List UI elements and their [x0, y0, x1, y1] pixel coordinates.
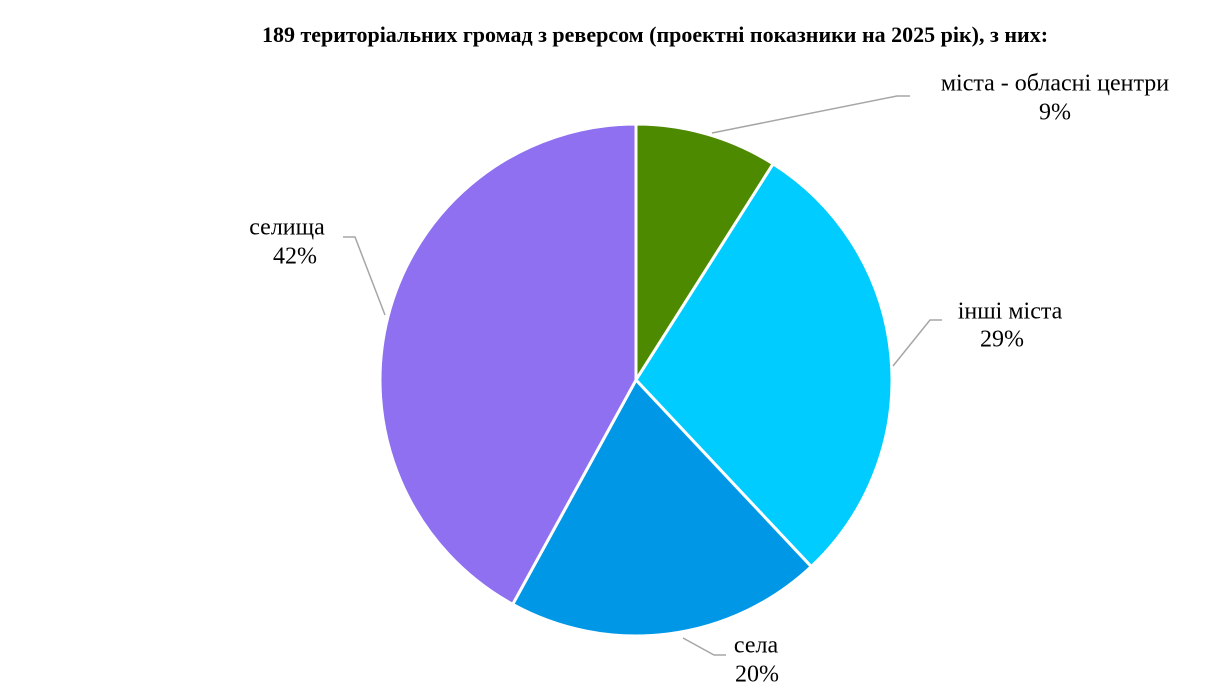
slice-label: інші міста: [958, 299, 1063, 325]
value-label: 9%: [1039, 100, 1071, 126]
value-label: 29%: [980, 327, 1024, 353]
leader-line: [711, 95, 910, 134]
chart-title: 189 територіальних громад з реверсом (пр…: [262, 22, 1048, 47]
slice-label: міста - обласні центри: [941, 71, 1169, 97]
leader-line: [682, 637, 726, 656]
leader-line: [892, 319, 942, 367]
pie-slice: [634, 122, 776, 386]
value-label: 42%: [273, 244, 317, 270]
pie-slice: [510, 377, 814, 638]
pie-slice: [378, 122, 638, 607]
leader-line: [343, 236, 386, 316]
pie-slice: [634, 161, 894, 569]
slice-label: села: [734, 633, 779, 659]
value-label: 20%: [735, 662, 779, 688]
slice-label: селища: [249, 215, 325, 241]
